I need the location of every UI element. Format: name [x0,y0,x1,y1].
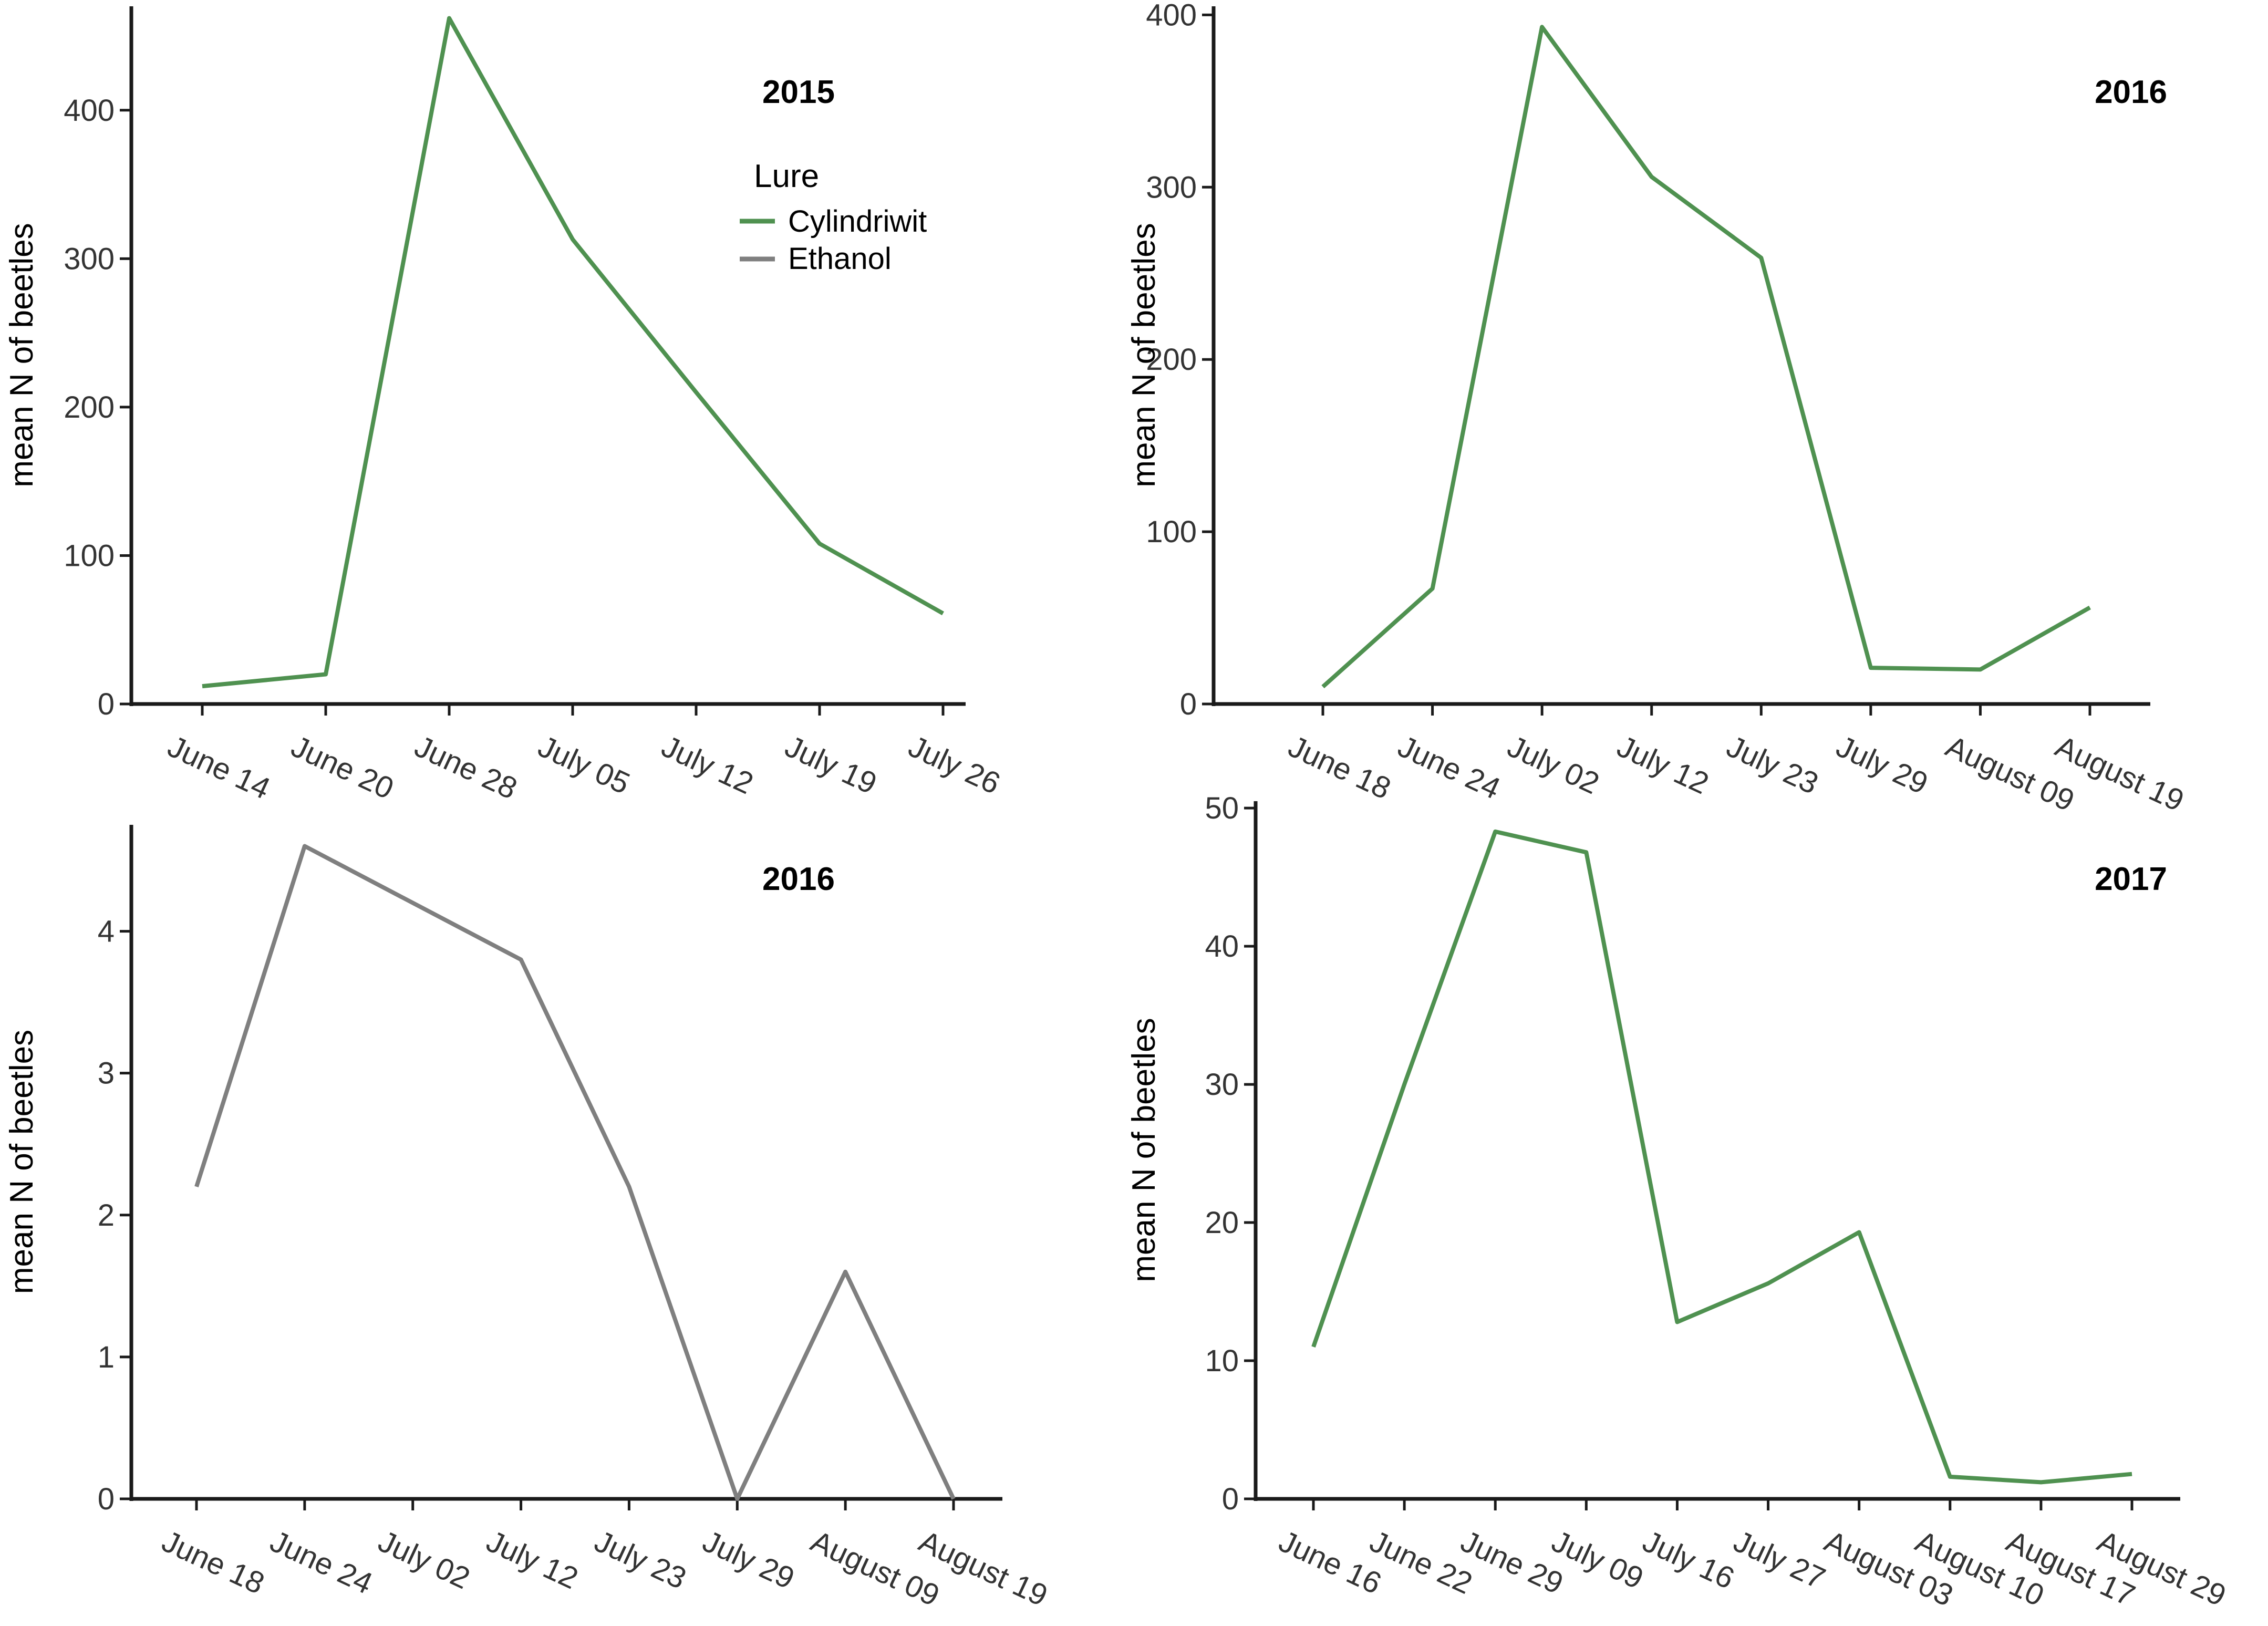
panel-1-y-tick-label: 400 [64,94,115,128]
panel-2-y-tick-label: 300 [1146,170,1197,204]
panel-1-x-tick-label: June 28 [410,729,523,806]
panel-2-y-axis-title: mean N of beetles [1126,223,1162,487]
panel-1-x-tick-label: July 05 [533,729,635,801]
panel-4-y-tick-label: 30 [1205,1068,1239,1102]
panel-3-title: 2016 [762,861,835,897]
panel-3-y-tick-label: 1 [98,1340,115,1374]
panel-2-x-tick-label: July 29 [1831,729,1933,801]
panel-3-x-tick-label: July 23 [589,1524,691,1596]
panel-1-x-tick-label: July 12 [657,729,759,801]
panel-2-y-tick-label: 200 [1146,343,1197,377]
panel-4-x-tick-label: July 09 [1547,1524,1649,1596]
panel-3-x-tick-label: June 18 [157,1524,270,1601]
panel-4-y-axis-title: mean N of beetles [1126,1018,1162,1282]
panel-1-series-cylindriwit [202,16,944,689]
panel-3-x-tick-label: July 12 [481,1524,583,1596]
panel-2-y-tick-label: 400 [1146,0,1197,32]
panel-2-x-tick-label: June 24 [1393,729,1506,806]
panel-1-x-tick-label: June 14 [163,729,276,806]
panel-4-y-tick-label: 0 [1222,1482,1239,1516]
panel-2-x-tick-label: July 02 [1503,729,1604,801]
panel-4-x-tick-label: July 16 [1638,1524,1739,1596]
panel-4-x-tick-label: June 29 [1456,1524,1569,1601]
panel-4-x-tick-label: June 22 [1365,1524,1478,1601]
panel-3-x-tick-label: July 02 [373,1524,475,1596]
panel-4-y-tick-label: 50 [1205,791,1239,825]
panel-4-title: 2017 [2095,861,2167,897]
panel-1-x-tick-label: June 20 [286,729,399,806]
panel-3-y-tick-label: 3 [98,1057,115,1091]
panel-1-x-tick-label: July 19 [780,729,882,801]
legend-label-cylindriwit: Cylindriwit [788,204,927,239]
legend: Lure Cylindriwit Ethanol [740,158,927,276]
panel-2-x-tick-label: June 18 [1283,729,1396,806]
panel-1: 0 100 200 300 400 June 14 June 20 June 28 July 0… [4,6,1006,806]
panel-4-y-tick-label: 20 [1205,1206,1239,1240]
panel-4-x-tick-label: July 27 [1728,1524,1830,1596]
panel-1-y-axis-title: mean N of beetles [4,223,40,487]
panel-3-series-ethanol [194,844,956,1501]
panel-3-y-axis-title: mean N of beetles [4,1030,40,1294]
panel-3-y-tick-label: 4 [98,915,115,949]
panel-4-y-tick-label: 40 [1205,929,1239,964]
panel-4-y-tick-label: 10 [1205,1344,1239,1378]
panel-4-series-cylindriwit [1311,829,2132,1485]
panel-2-x-tick-label: July 23 [1722,729,1824,801]
panel-2-title: 2016 [2095,74,2167,110]
panel-2-series-cylindriwit [1321,25,2091,689]
panel-2-x-tick-label: July 12 [1612,729,1714,801]
panel-1-y-tick-label: 200 [64,390,115,424]
panel-2-y-tick-label: 100 [1146,515,1197,549]
legend-label-ethanol: Ethanol [788,242,892,276]
panel-1-y-tick-label: 100 [64,538,115,573]
panel-3-y-tick-label: 0 [98,1482,115,1516]
legend-title: Lure [754,158,819,194]
panel-3-y-tick-label: 2 [98,1198,115,1233]
panel-4-x-tick-label: June 16 [1274,1524,1387,1601]
panel-3-x-tick-label: July 29 [698,1524,800,1596]
panel-1-y-tick-label: 300 [64,242,115,276]
panel-1-x-tick-label: July 26 [904,729,1006,801]
panel-1-y-tick-label: 0 [98,687,115,721]
panel-3-x-tick-label: June 24 [265,1524,378,1601]
panel-2-y-tick-label: 0 [1180,687,1197,721]
panel-1-title: 2015 [762,74,835,110]
